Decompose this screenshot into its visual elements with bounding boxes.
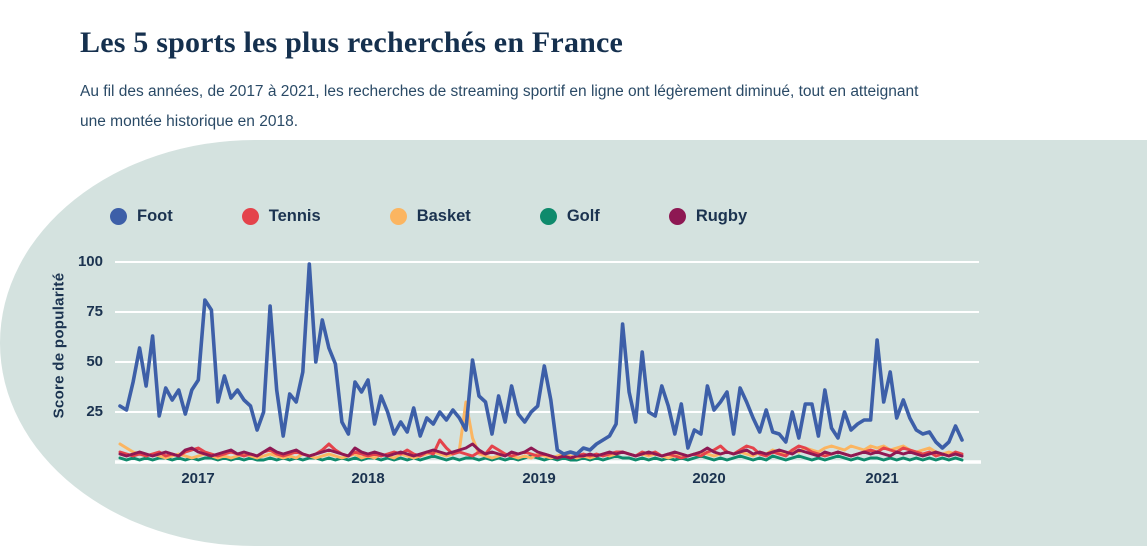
legend-dot-golf-icon xyxy=(539,207,557,225)
legend-item-tennis: Tennis xyxy=(241,206,321,226)
legend-item-golf: Golf xyxy=(539,206,600,226)
legend-dot-tennis-icon xyxy=(241,207,259,225)
y-tick-25: 25 xyxy=(86,403,103,420)
line-series-golf xyxy=(118,454,964,462)
popularity-line-chart xyxy=(115,261,981,464)
legend-item-rugby: Rugby xyxy=(668,206,748,226)
y-tick-100: 100 xyxy=(77,253,103,270)
chart-legend: Foot Tennis Basket Golf Rugby xyxy=(110,204,747,228)
x-tick-2019: 2019 xyxy=(522,470,556,487)
legend-label-rugby: Rugby xyxy=(695,206,748,225)
line-series-basket xyxy=(118,400,964,460)
y-tick-75: 75 xyxy=(86,303,103,320)
legend-label-basket: Basket xyxy=(416,206,471,225)
x-tick-2018: 2018 xyxy=(351,470,385,487)
page-title: Les 5 sports les plus recherchés en Fran… xyxy=(80,26,624,60)
legend-label-foot: Foot xyxy=(137,206,173,225)
legend-label-golf: Golf xyxy=(566,206,600,225)
x-tick-2021: 2021 xyxy=(865,470,899,487)
legend-item-foot: Foot xyxy=(110,207,173,226)
y-axis-tick-labels: 100 75 50 25 xyxy=(40,248,103,470)
legend-dot-basket-icon xyxy=(389,207,407,225)
legend-dot-foot-icon xyxy=(110,207,127,225)
x-tick-2020: 2020 xyxy=(692,470,726,487)
line-series-foot xyxy=(118,262,964,456)
x-axis-tick-labels: 2017 2018 2019 2020 2021 xyxy=(115,468,985,490)
x-tick-2017: 2017 xyxy=(181,470,215,487)
legend-dot-rugby-icon xyxy=(668,207,686,225)
legend-item-basket: Basket xyxy=(389,206,471,226)
chart-panel xyxy=(0,140,1147,546)
line-series-rugby xyxy=(118,442,964,460)
y-tick-50: 50 xyxy=(86,353,103,370)
page-subtitle: Au fil des années, de 2017 à 2021, les r… xyxy=(80,82,919,130)
legend-label-tennis: Tennis xyxy=(268,206,321,225)
